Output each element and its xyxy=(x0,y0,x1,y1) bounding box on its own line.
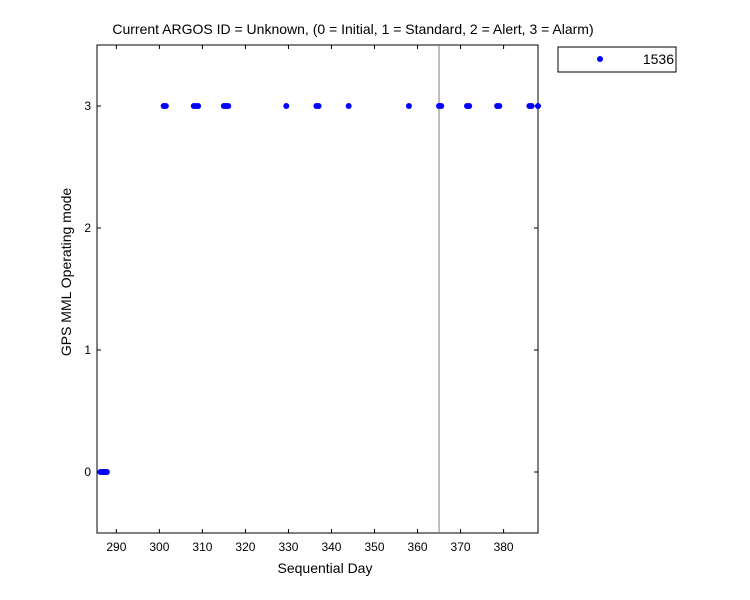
x-axis-label: Sequential Day xyxy=(278,560,373,576)
data-point xyxy=(438,103,445,109)
data-points xyxy=(97,103,541,475)
plot-area-border xyxy=(96,44,539,534)
legend-marker xyxy=(597,56,603,62)
data-point xyxy=(103,469,110,475)
chart-title: Current ARGOS ID = Unknown, (0 = Initial… xyxy=(112,21,593,37)
data-point xyxy=(283,103,290,109)
x-axis-ticks: 290 300 310 320 330 340 350 360 370 380 xyxy=(106,45,514,554)
x-tick-label: 380 xyxy=(494,540,514,554)
data-point xyxy=(162,103,169,109)
legend-label: 1536 xyxy=(643,51,674,67)
data-point xyxy=(315,103,322,109)
data-point xyxy=(466,103,473,109)
x-tick-label: 330 xyxy=(278,540,298,554)
x-tick-label: 370 xyxy=(451,540,471,554)
data-point xyxy=(496,103,503,109)
y-tick-label: 1 xyxy=(84,343,91,357)
x-tick-label: 320 xyxy=(235,540,255,554)
legend: 1536 xyxy=(557,46,677,73)
x-tick-label: 290 xyxy=(106,540,126,554)
y-tick-label: 2 xyxy=(84,221,91,235)
x-tick-label: 350 xyxy=(364,540,384,554)
y-axis-ticks: 0 1 2 3 xyxy=(84,99,538,479)
x-tick-label: 300 xyxy=(149,540,169,554)
legend-box xyxy=(557,46,677,73)
x-tick-label: 340 xyxy=(321,540,341,554)
x-tick-label: 310 xyxy=(192,540,212,554)
data-point xyxy=(405,103,412,109)
y-axis-label: GPS MML Operating mode xyxy=(58,188,74,357)
axes-frame xyxy=(96,44,539,534)
data-point xyxy=(535,103,541,109)
data-point xyxy=(528,103,535,109)
data-point xyxy=(345,103,352,109)
y-tick-label: 0 xyxy=(84,465,91,479)
data-point xyxy=(195,103,202,109)
data-point xyxy=(225,103,232,109)
x-tick-label: 360 xyxy=(408,540,428,554)
y-tick-label: 3 xyxy=(84,99,91,113)
